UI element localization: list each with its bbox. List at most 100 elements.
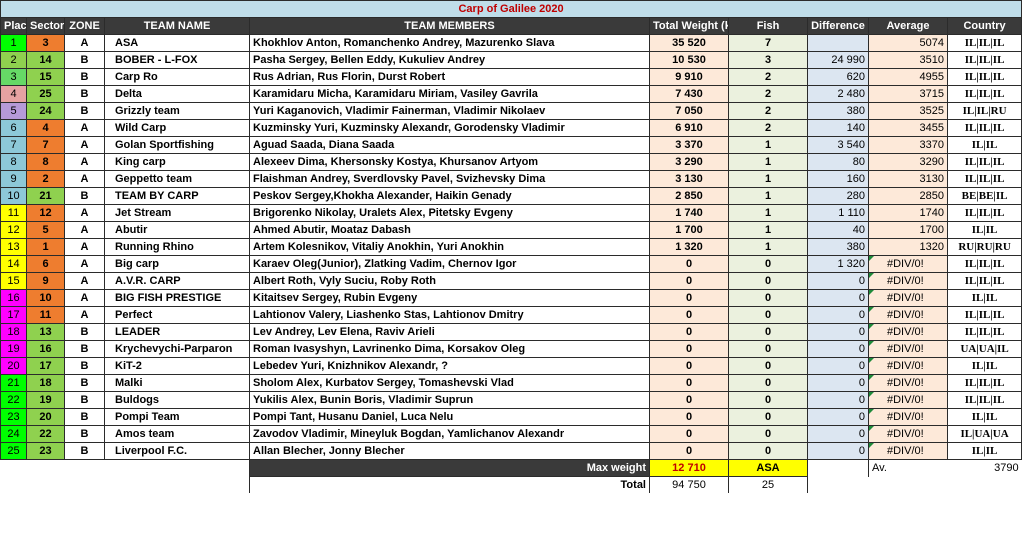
- fish-count-cell: 2: [728, 102, 808, 120]
- average-cell: #DIV/0!: [868, 340, 948, 358]
- place-cell: 15: [0, 272, 27, 290]
- country-cell: RU|RU|RU: [946, 238, 1023, 256]
- sector-cell: 7: [26, 136, 65, 154]
- sector-cell: 10: [26, 289, 65, 307]
- difference-cell: 0: [807, 442, 869, 460]
- team-members-cell: Pasha Sergey, Bellen Eddy, Kukuliev Andr…: [249, 51, 650, 69]
- total-weight-cell: 0: [649, 357, 729, 375]
- country-cell: IL|IL: [946, 442, 1023, 460]
- place-cell: 21: [0, 374, 27, 392]
- average-cell: #DIV/0!: [868, 289, 948, 307]
- zone-cell: A: [64, 289, 105, 307]
- team-members-cell: Allan Blecher, Jonny Blecher: [249, 442, 650, 460]
- team-members-cell: Khokhlov Anton, Romanchenko Andrey, Mazu…: [249, 34, 650, 52]
- total-weight-cell: 0: [649, 391, 729, 409]
- difference-cell: 0: [807, 357, 869, 375]
- header-difference: Difference: [807, 17, 869, 35]
- fish-count-cell: 7: [728, 34, 808, 52]
- sector-cell: 9: [26, 272, 65, 290]
- sector-cell: 21: [26, 187, 65, 205]
- team-members-cell: Karaev Oleg(Junior), Zlatking Vadim, Che…: [249, 255, 650, 273]
- country-cell: IL|IL|IL: [946, 34, 1023, 52]
- average-value: 3790: [994, 462, 1019, 475]
- team-name-cell: Carp Ro: [104, 68, 250, 86]
- header-place: Place: [0, 17, 27, 35]
- table-row: 8 8 A King carp Alexeev Dima, Khersonsky Kos…: [0, 153, 1023, 171]
- table-row: 15 9 A A.V.R. CARP Albert Roth, Vyly Suciu, …: [0, 272, 1023, 290]
- team-name-cell: KiT-2: [104, 357, 250, 375]
- total-weight-cell: 0: [649, 408, 729, 426]
- team-members-cell: Sholom Alex, Kurbatov Sergey, Tomashevsk…: [249, 374, 650, 392]
- team-members-cell: Lev Andrey, Lev Elena, Raviv Arieli: [249, 323, 650, 341]
- sector-cell: 25: [26, 85, 65, 103]
- average-cell: #DIV/0!: [868, 306, 948, 324]
- total-weight-cell: 7 050: [649, 102, 729, 120]
- fish-count-cell: 2: [728, 68, 808, 86]
- table-row: 12 5 A Abutir Ahmed Abutir, Moataz Dabash 1 7…: [0, 221, 1023, 239]
- table-row: 10 21 B TEAM BY CARP Peskov Sergey,Khokha Al…: [0, 187, 1023, 205]
- table-row: 3 15 B Carp Ro Rus Adrian, Rus Florin, Durst…: [0, 68, 1023, 86]
- footer-gap: [808, 460, 869, 477]
- total-weight-cell: 0: [649, 289, 729, 307]
- sector-cell: 15: [26, 68, 65, 86]
- total-weight-cell: 3 370: [649, 136, 729, 154]
- country-cell: IL|IL|IL: [946, 51, 1023, 69]
- sector-cell: 1: [26, 238, 65, 256]
- team-members-cell: Peskov Sergey,Khokha Alexander, Haikin G…: [249, 187, 650, 205]
- sector-cell: 6: [26, 255, 65, 273]
- table-row: 20 17 B KiT-2 Lebedev Yuri, Knizhnikov Alexa…: [0, 357, 1023, 375]
- zone-cell: B: [64, 51, 105, 69]
- zone-cell: A: [64, 34, 105, 52]
- place-cell: 14: [0, 255, 27, 273]
- fish-count-cell: 2: [728, 85, 808, 103]
- team-members-cell: Lebedev Yuri, Knizhnikov Alexandr, ?: [249, 357, 650, 375]
- total-weight-cell: 0: [649, 374, 729, 392]
- total-weight-cell: 0: [649, 255, 729, 273]
- total-weight-cell: 0: [649, 442, 729, 460]
- difference-cell: 0: [807, 425, 869, 443]
- average-cell: 2850: [868, 187, 948, 205]
- team-members-cell: Alexeev Dima, Khersonsky Kostya, Khursan…: [249, 153, 650, 171]
- team-members-cell: Flaishman Andrey, Sverdlovsky Pavel, Svi…: [249, 170, 650, 188]
- total-weight-cell: 3 130: [649, 170, 729, 188]
- country-cell: IL|IL|IL: [946, 323, 1023, 341]
- difference-cell: 1 320: [807, 255, 869, 273]
- team-members-cell: Pompi Tant, Husanu Daniel, Luca Nelu: [249, 408, 650, 426]
- place-cell: 12: [0, 221, 27, 239]
- difference-cell: 0: [807, 408, 869, 426]
- fish-count-cell: 1: [728, 153, 808, 171]
- team-members-cell: Ahmed Abutir, Moataz Dabash: [249, 221, 650, 239]
- fish-count-cell: 1: [728, 187, 808, 205]
- place-cell: 7: [0, 136, 27, 154]
- average-cell: 1320: [868, 238, 948, 256]
- place-cell: 11: [0, 204, 27, 222]
- total-weight-cell: 3 290: [649, 153, 729, 171]
- table-row: 23 20 B Pompi Team Pompi Tant, Husanu Daniel…: [0, 408, 1023, 426]
- average-cell: #DIV/0!: [868, 442, 948, 460]
- results-table: Carp of Galilee 2020 Place Sector ZONE T…: [0, 0, 1023, 494]
- fish-count-cell: 1: [728, 204, 808, 222]
- table-row: 21 18 B Malki Sholom Alex, Kurbatov Sergey, …: [0, 374, 1023, 392]
- difference-cell: 80: [807, 153, 869, 171]
- difference-cell: 0: [807, 272, 869, 290]
- difference-cell: 160: [807, 170, 869, 188]
- sheet-title: Carp of Galilee 2020: [0, 0, 1023, 18]
- team-name-cell: BIG FISH PRESTIGE: [104, 289, 250, 307]
- country-cell: IL|IL: [946, 136, 1023, 154]
- sector-cell: 16: [26, 340, 65, 358]
- zone-cell: A: [64, 153, 105, 171]
- sector-cell: 5: [26, 221, 65, 239]
- place-cell: 19: [0, 340, 27, 358]
- sector-cell: 18: [26, 374, 65, 392]
- difference-cell: 24 990: [807, 51, 869, 69]
- total-weight-cell: 6 910: [649, 119, 729, 137]
- country-cell: IL|IL|IL: [946, 391, 1023, 409]
- country-cell: IL|IL: [946, 408, 1023, 426]
- country-cell: IL|IL|IL: [946, 119, 1023, 137]
- total-weight-cell: 10 530: [649, 51, 729, 69]
- place-cell: 3: [0, 68, 27, 86]
- place-cell: 20: [0, 357, 27, 375]
- table-row: 22 19 B Buldogs Yukilis Alex, Bunin Boris, V…: [0, 391, 1023, 409]
- average-cell: #DIV/0!: [868, 357, 948, 375]
- fish-count-cell: 0: [728, 272, 808, 290]
